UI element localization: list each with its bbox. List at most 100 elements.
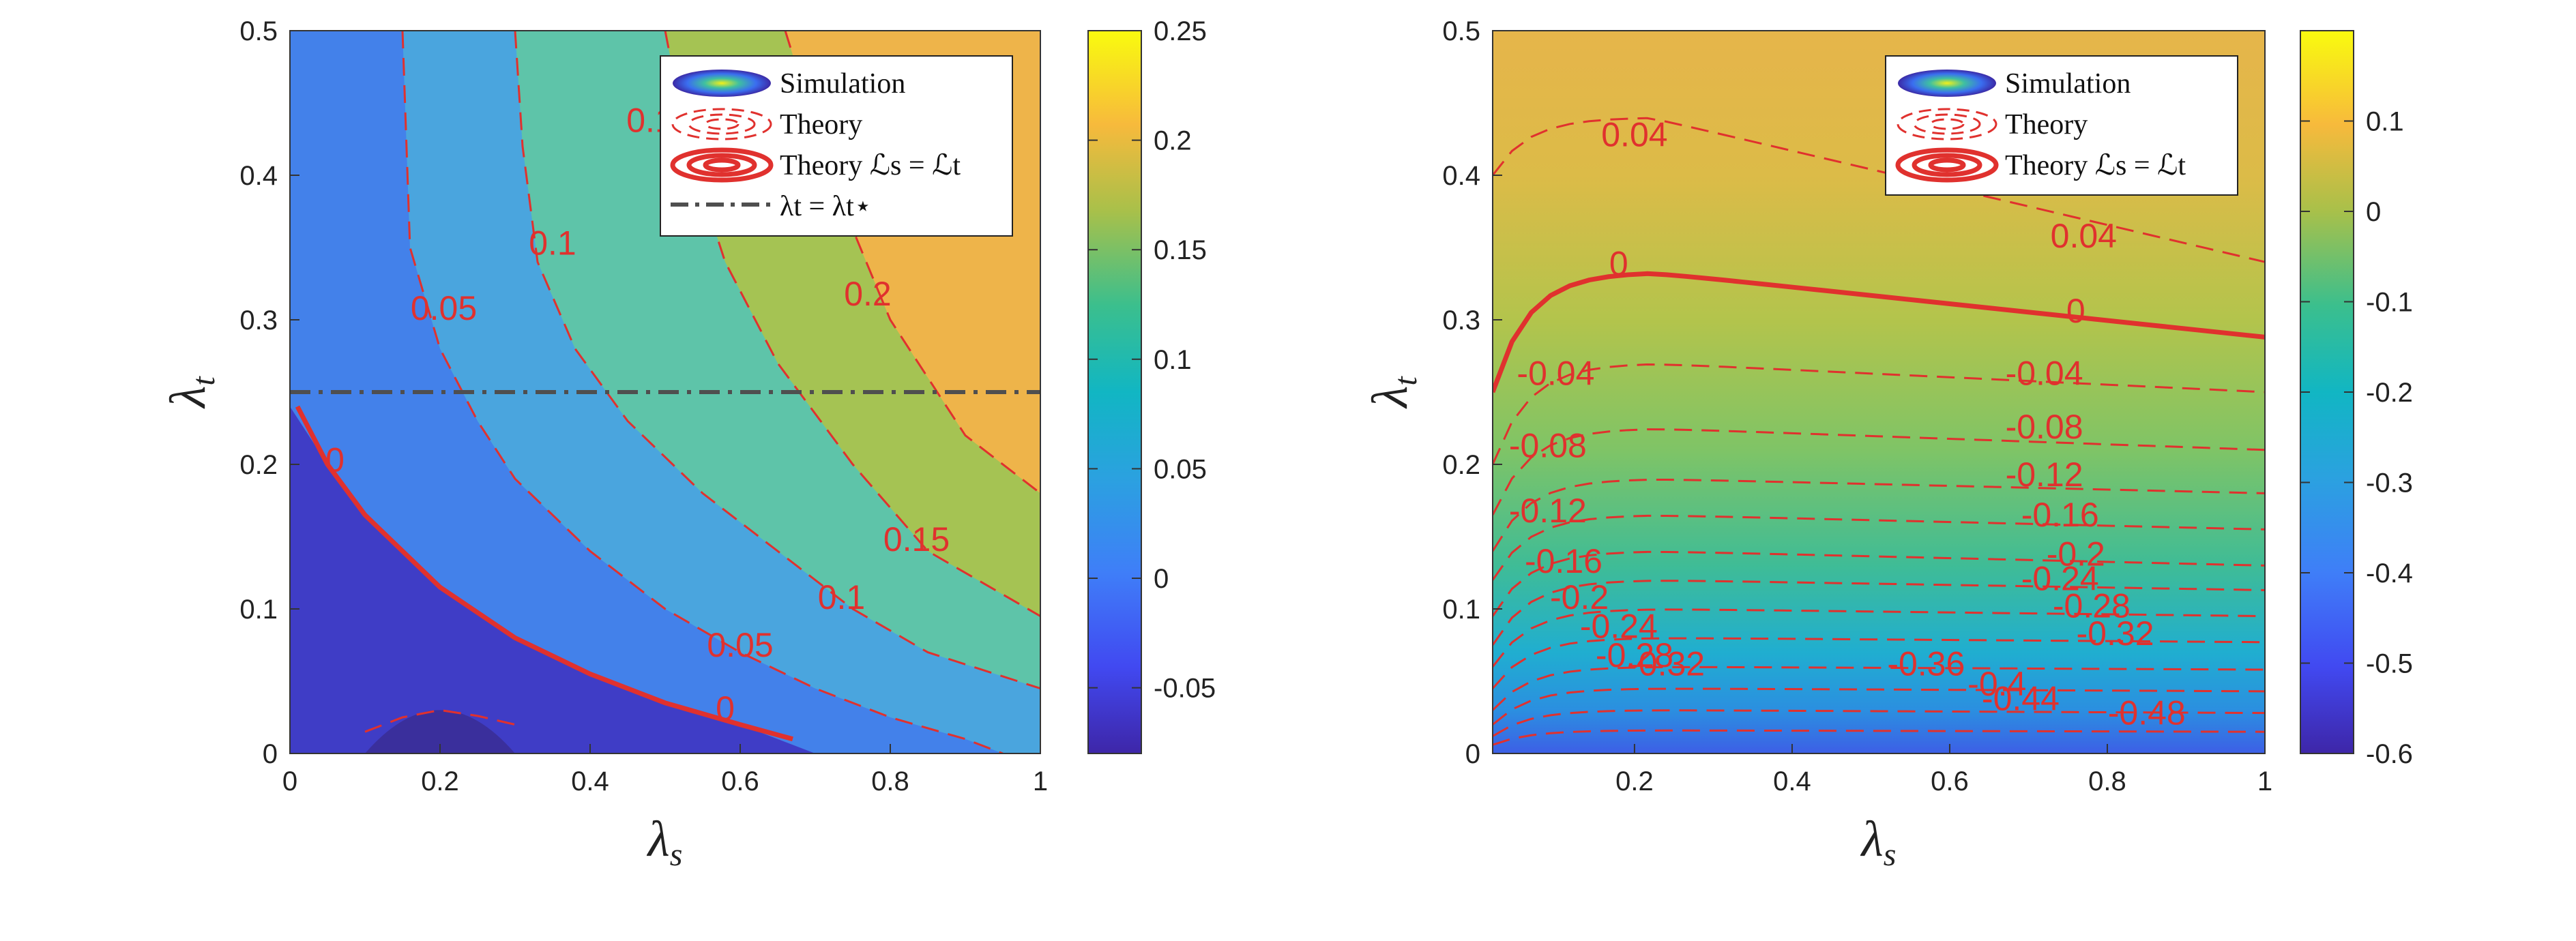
- contour-label: -0.4: [1967, 665, 2026, 703]
- contour-label: 0.05: [707, 626, 773, 664]
- legend-theory-equal-ring: [686, 153, 757, 177]
- y-tick-label: 0: [263, 739, 278, 769]
- y-tick-label: 0: [1465, 739, 1480, 769]
- legend-theory-equal-ring: [1895, 147, 1999, 183]
- legend-theory-ring: [671, 108, 772, 140]
- legend-theory-swatch: [671, 108, 772, 140]
- contour-label: -0.28: [1596, 636, 1673, 674]
- legend-entry-label: λt = λt⋆: [780, 191, 872, 222]
- contour-label: 0: [1609, 244, 1628, 282]
- y-tick-label: 0.5: [239, 16, 278, 46]
- x-tick-label: 0.2: [421, 766, 459, 796]
- x-tick-label: 0.8: [2088, 766, 2126, 796]
- contour-line: [1493, 580, 2265, 646]
- plot-frame: [1492, 30, 2266, 754]
- contour-label: 0: [716, 689, 735, 728]
- x-axis-label: λs: [1860, 811, 1897, 873]
- x-tick-label: 0.4: [571, 766, 609, 796]
- contour-line: [1493, 608, 2265, 668]
- contour-line: [401, 31, 1004, 753]
- contour-line: [1493, 363, 2265, 465]
- contour-label: -0.08: [2006, 408, 2083, 446]
- contour-label: -0.44: [1982, 679, 2060, 717]
- y-tick-label: 0.5: [1442, 16, 1480, 46]
- y-tick-label: 0.3: [239, 305, 278, 335]
- contour-label: 0.04: [2051, 217, 2117, 255]
- colorbar-tick-label: 0.2: [1154, 126, 1192, 156]
- contour-label: -0.32: [2077, 614, 2154, 653]
- colorbar-tick-label: 0.15: [1154, 235, 1207, 265]
- x-tick-label: 0.6: [1931, 766, 1969, 796]
- contour-label: -0.2: [2047, 535, 2105, 573]
- legend-entry-label: Simulation: [780, 68, 905, 100]
- legend-entry-label: Theory ℒs = ℒt: [2005, 150, 2186, 181]
- contour-line: [1493, 117, 2265, 263]
- contour-line: [1493, 479, 2265, 552]
- y-axis-label: λt: [160, 376, 222, 409]
- plot-frame: [289, 30, 1041, 754]
- legend-theory-equal-swatch: [1895, 147, 1999, 183]
- contour-label: -0.24: [1580, 607, 1658, 645]
- x-axis-label: λs: [647, 811, 683, 873]
- contour-label: 0: [325, 441, 345, 479]
- legend-theory-ring: [1897, 108, 1997, 140]
- legend-entry-label: Theory ℒs = ℒt: [780, 150, 961, 181]
- filled-level-band: [290, 406, 815, 753]
- colorbar-tick-label: 0.25: [1154, 16, 1207, 46]
- legend-theory-ring: [688, 113, 756, 135]
- colorbar-tick-label: -0.3: [2366, 468, 2413, 498]
- contour-line: [1493, 666, 2265, 711]
- x-tick-label: 0.8: [871, 766, 909, 796]
- filled-level-band: [290, 31, 1003, 753]
- legend-simulation-swatch: [673, 70, 771, 97]
- contour-line: [1493, 637, 2265, 689]
- y-tick-label: 0.4: [239, 161, 278, 191]
- contour-label: -0.36: [1887, 645, 1965, 683]
- contour-label: 0.1: [529, 224, 576, 263]
- contour-label: -0.16: [2021, 496, 2099, 534]
- x-tick-label: 0.6: [721, 766, 759, 796]
- y-tick-label: 0.1: [239, 595, 278, 625]
- colorbar: [1087, 30, 1142, 754]
- legend-simulation-swatch: [1898, 70, 1996, 97]
- colorbar-tick-label: -0.05: [1154, 674, 1216, 704]
- x-tick-label: 1: [2257, 766, 2272, 796]
- legend-theory-ring: [704, 118, 740, 130]
- colorbar-tick-label: -0.5: [2366, 649, 2413, 679]
- legend-theory-equal-swatch: [670, 147, 774, 183]
- legend-entry-label: Theory: [780, 109, 862, 140]
- y-axis-label: λt: [1362, 376, 1424, 409]
- contour-line: [1493, 687, 2265, 726]
- contour-label: -0.48: [2108, 694, 2186, 732]
- contour-label: 0.1: [818, 578, 866, 616]
- colorbar-tick-label: 0: [2366, 197, 2381, 227]
- colorbar-tick-label: -0.1: [2366, 288, 2413, 318]
- contour-line: [1493, 709, 2265, 737]
- y-tick-label: 0.3: [1442, 305, 1480, 335]
- y-tick-label: 0.2: [1442, 450, 1480, 480]
- contour-label: -0.04: [2006, 354, 2083, 392]
- legend-theory-ring: [1913, 113, 1981, 135]
- contour-label: -0.32: [1627, 645, 1705, 683]
- legend-theory-swatch: [1897, 108, 1997, 140]
- contour-label: -0.04: [1517, 354, 1594, 392]
- y-tick-label: 0.1: [1442, 595, 1480, 625]
- contour-label: -0.12: [1509, 492, 1587, 530]
- colorbar-tick-label: 0.05: [1154, 454, 1207, 484]
- contour-label: -0.12: [2006, 455, 2083, 494]
- contour-label: 0.15: [883, 520, 950, 558]
- x-tick-label: 0: [282, 766, 297, 796]
- contour-line: [1493, 271, 2265, 393]
- right-chart-panel: 0.04 0.04 0 0 -0.04 -0.04 -0.08 -0.08 -0.12 -0.12…: [1362, 16, 2413, 873]
- colorbar-tick-label: -0.6: [2366, 739, 2413, 769]
- legend-theory-equal-ring: [1912, 153, 1982, 177]
- colorbar-tick-label: -0.2: [2366, 378, 2413, 408]
- y-tick-label: 0.4: [1442, 161, 1480, 191]
- legend-theory-equal-ring: [670, 147, 774, 183]
- legend-theory-equal-ring: [703, 158, 741, 173]
- colorbar-tick-label: 0: [1154, 564, 1169, 594]
- contour-line: [1493, 729, 2265, 746]
- legend-entry-label: Simulation: [2005, 68, 2131, 100]
- colorbar-tick-label: -0.4: [2366, 558, 2413, 588]
